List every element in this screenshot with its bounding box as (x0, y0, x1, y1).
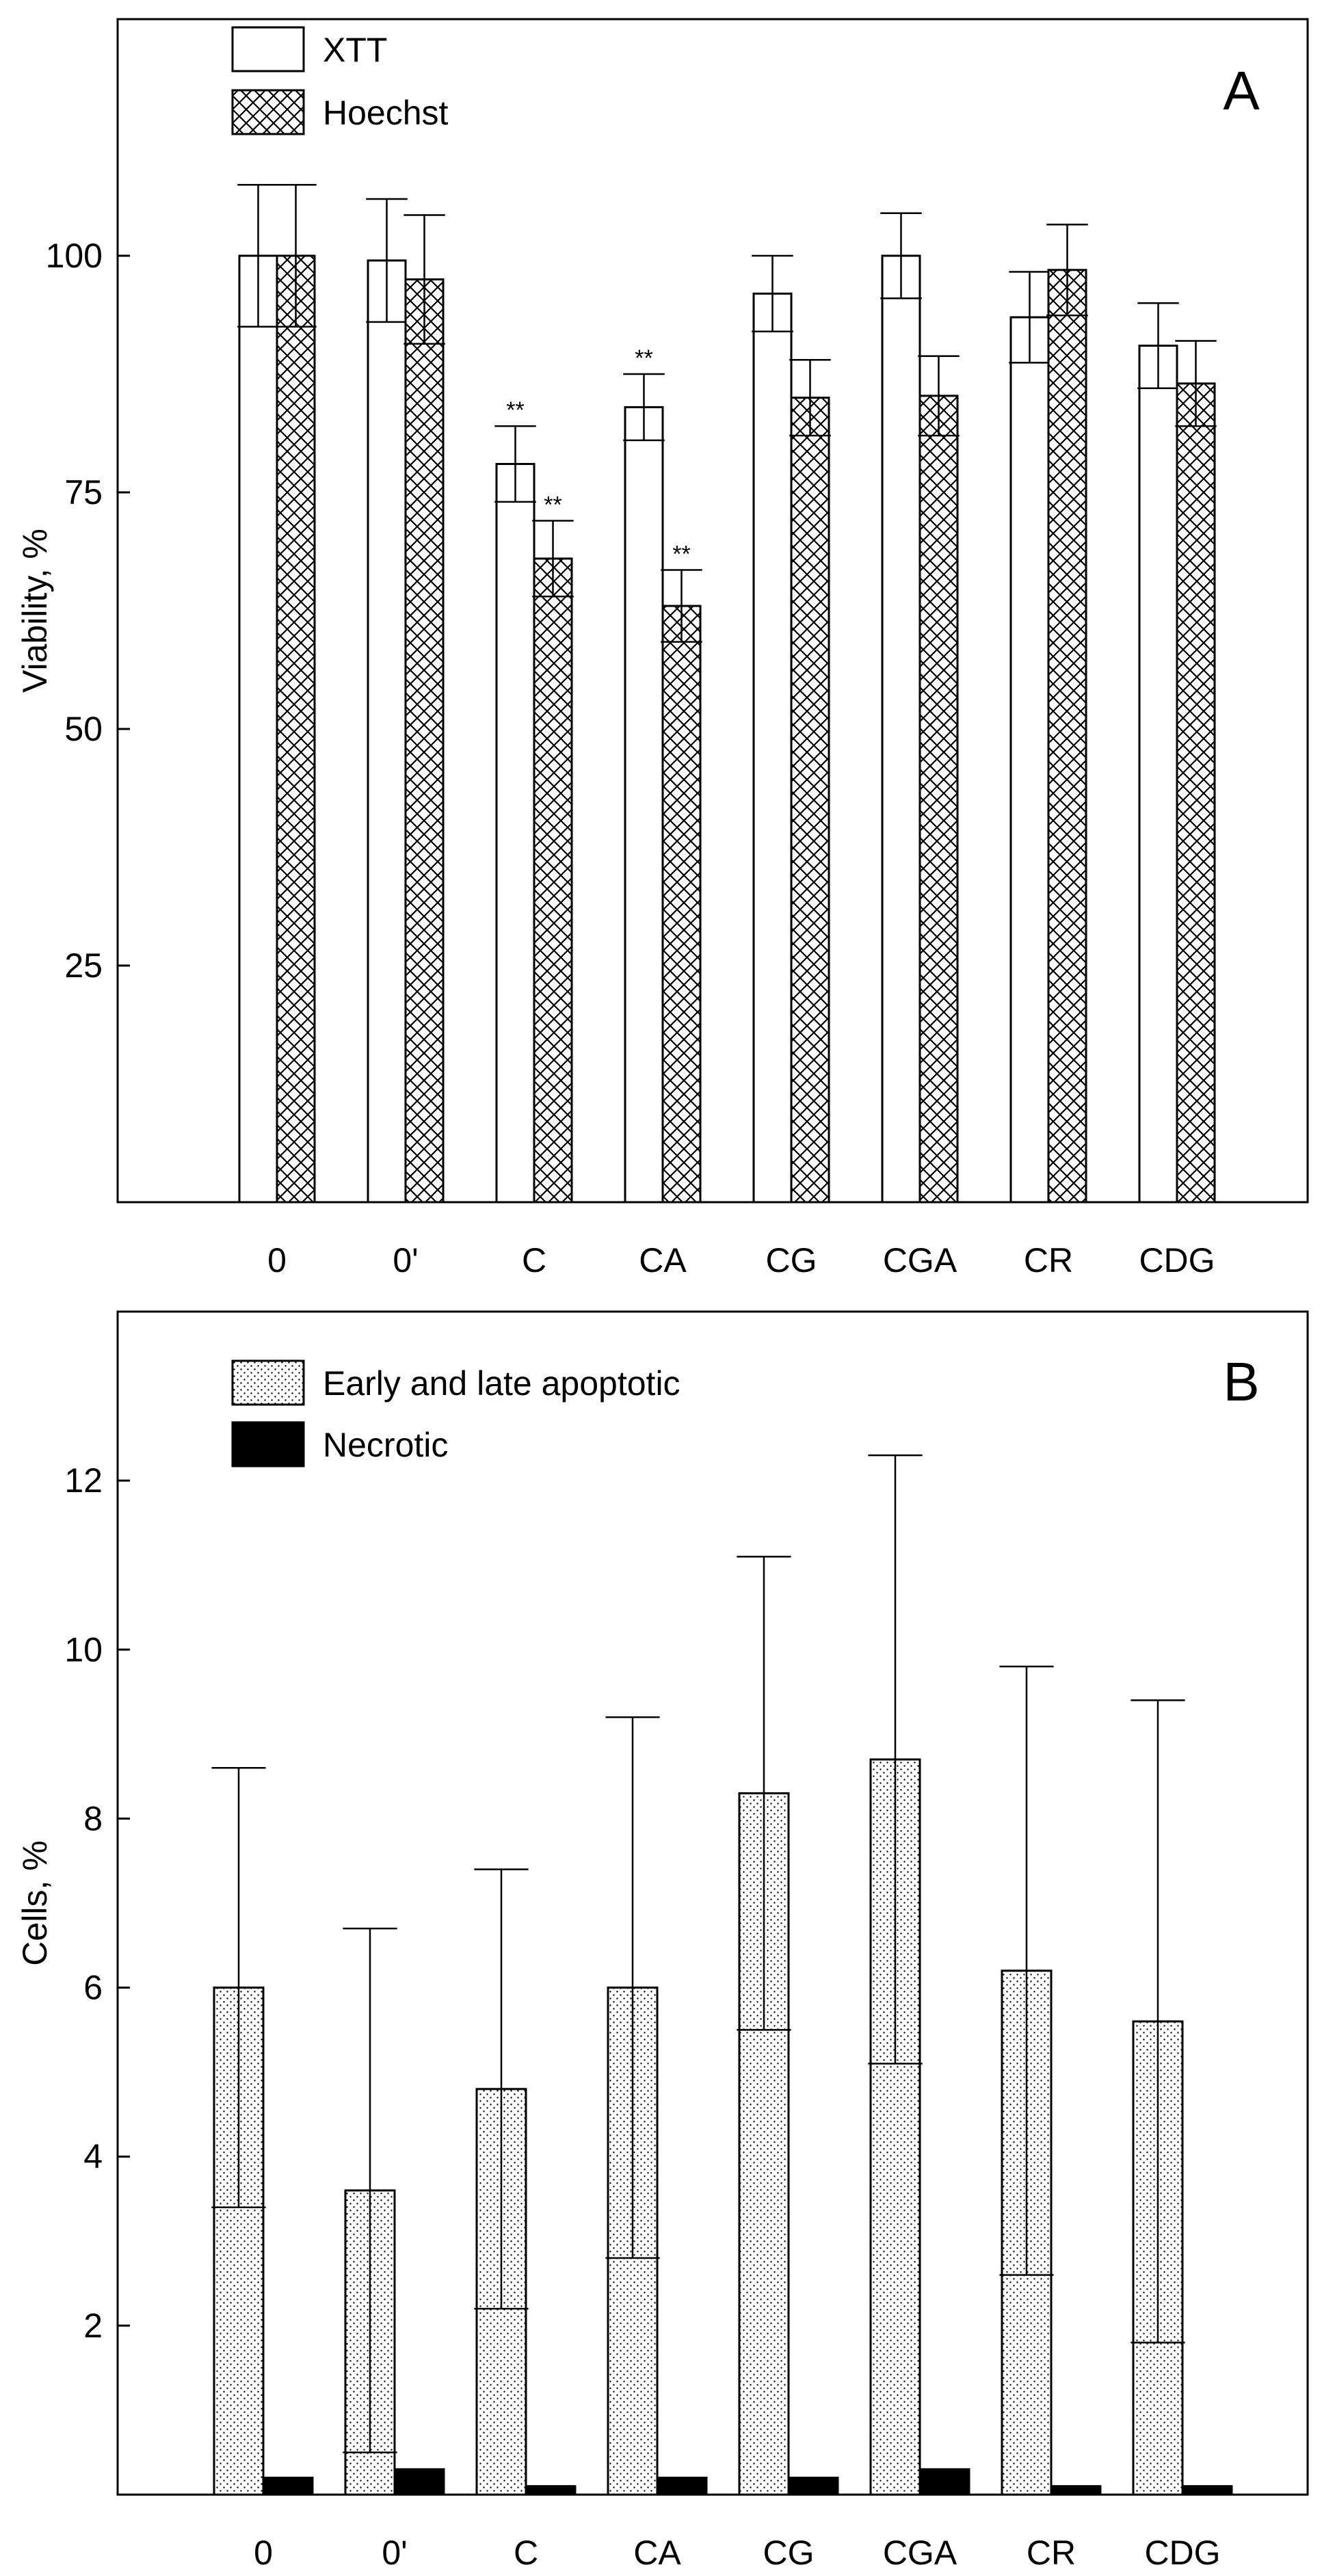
bar-necrotic (656, 2476, 708, 2496)
y-tick-label: 50 (64, 710, 103, 748)
bar-hoechst (1047, 269, 1087, 1204)
significance-marker: ** (506, 397, 524, 423)
x-tick-label: C (522, 1241, 546, 1279)
bar-xtt (367, 259, 407, 1204)
x-tick-label: 0' (382, 2534, 407, 2572)
bar-necrotic (918, 2468, 970, 2496)
y-axis-label: Cells, % (16, 1840, 54, 1965)
x-tick-label: CGA (883, 1241, 957, 1279)
bar-hoechst (404, 278, 445, 1204)
x-tick-label: CG (766, 1241, 817, 1279)
significance-marker: ** (544, 492, 561, 518)
y-tick-label: 25 (64, 946, 103, 985)
bar-xtt (624, 406, 664, 1204)
bar-xtt (1138, 344, 1178, 1204)
y-tick-label: 2 (83, 2307, 103, 2345)
panel-label: B (1223, 1351, 1259, 1412)
y-tick-label: 75 (64, 473, 103, 512)
x-tick-label: CDG (1144, 2534, 1220, 2572)
bar-xtt (495, 462, 536, 1204)
bar-necrotic (1181, 2485, 1233, 2496)
significance-marker: ** (672, 541, 690, 567)
x-ticks: 0 0' C CA CG CGA CR CDG (267, 1241, 1215, 1279)
legend-swatch-hoechst (231, 89, 305, 135)
y-tick-label: 100 (46, 237, 103, 275)
bar-xtt (881, 254, 921, 1204)
x-tick-label: 0' (393, 1241, 418, 1279)
y-tick-label: 8 (83, 1799, 103, 1837)
legend-label-necrotic: Necrotic (323, 1426, 448, 1464)
x-tick-label: CA (633, 2534, 681, 2572)
x-tick-label: 0 (267, 1241, 287, 1279)
bar-hoechst (661, 605, 702, 1204)
bars (211, 1454, 1233, 2496)
bar-hoechst (918, 395, 959, 1204)
y-ticks: 2 4 6 8 10 12 (64, 1461, 130, 2345)
legend-label-hoechst: Hoechst (323, 94, 449, 132)
bar-hoechst (790, 397, 830, 1204)
y-tick-label: 12 (64, 1461, 103, 1500)
bar-hoechst (276, 254, 316, 1204)
panel-label: A (1223, 60, 1260, 121)
x-tick-label: C (514, 2534, 538, 2572)
panel-b: B Cells, % Early and late apoptotic Necr… (16, 1310, 1309, 2572)
x-tick-label: CR (1027, 2534, 1076, 2572)
y-tick-label: 10 (64, 1630, 103, 1669)
bar-necrotic (525, 2485, 577, 2496)
y-ticks: 25 50 75 100 (46, 237, 130, 985)
legend-label-xtt: XTT (323, 31, 387, 69)
bar-necrotic (393, 2468, 445, 2496)
x-tick-label: CGA (883, 2534, 957, 2572)
y-tick-label: 4 (83, 2138, 103, 2176)
plot-frame (116, 1310, 1309, 2496)
y-tick-label: 6 (83, 1969, 103, 2007)
bar-xtt (1009, 316, 1050, 1204)
legend-swatch-apoptotic (231, 1359, 305, 1406)
bar-xtt (752, 292, 793, 1204)
bar-necrotic (1050, 2485, 1102, 2496)
x-tick-label: 0 (254, 2534, 273, 2572)
x-ticks: 0 0' C CA CG CGA CR CDG (254, 2534, 1220, 2572)
significance-marker: ** (635, 345, 652, 371)
bar-necrotic (262, 2476, 314, 2496)
x-tick-label: CA (639, 1241, 687, 1279)
legend-swatch-necrotic (231, 1421, 305, 1468)
plot-frame (116, 18, 1309, 1204)
legend-label-apoptotic: Early and late apoptotic (323, 1364, 680, 1403)
bar-hoechst (1176, 382, 1216, 1204)
legend: Early and late apoptotic Necrotic (231, 1359, 680, 1468)
bar-necrotic (787, 2476, 839, 2496)
bars: ** ** ** ** (237, 183, 1217, 1204)
y-axis-label: Viability, % (16, 529, 54, 693)
bar-xtt (238, 254, 278, 1204)
x-tick-label: CG (763, 2534, 815, 2572)
x-tick-label: CR (1024, 1241, 1073, 1279)
legend-swatch-xtt (231, 26, 305, 72)
bar-hoechst (533, 557, 573, 1204)
x-tick-label: CDG (1139, 1241, 1215, 1279)
legend: XTT Hoechst (231, 26, 449, 135)
